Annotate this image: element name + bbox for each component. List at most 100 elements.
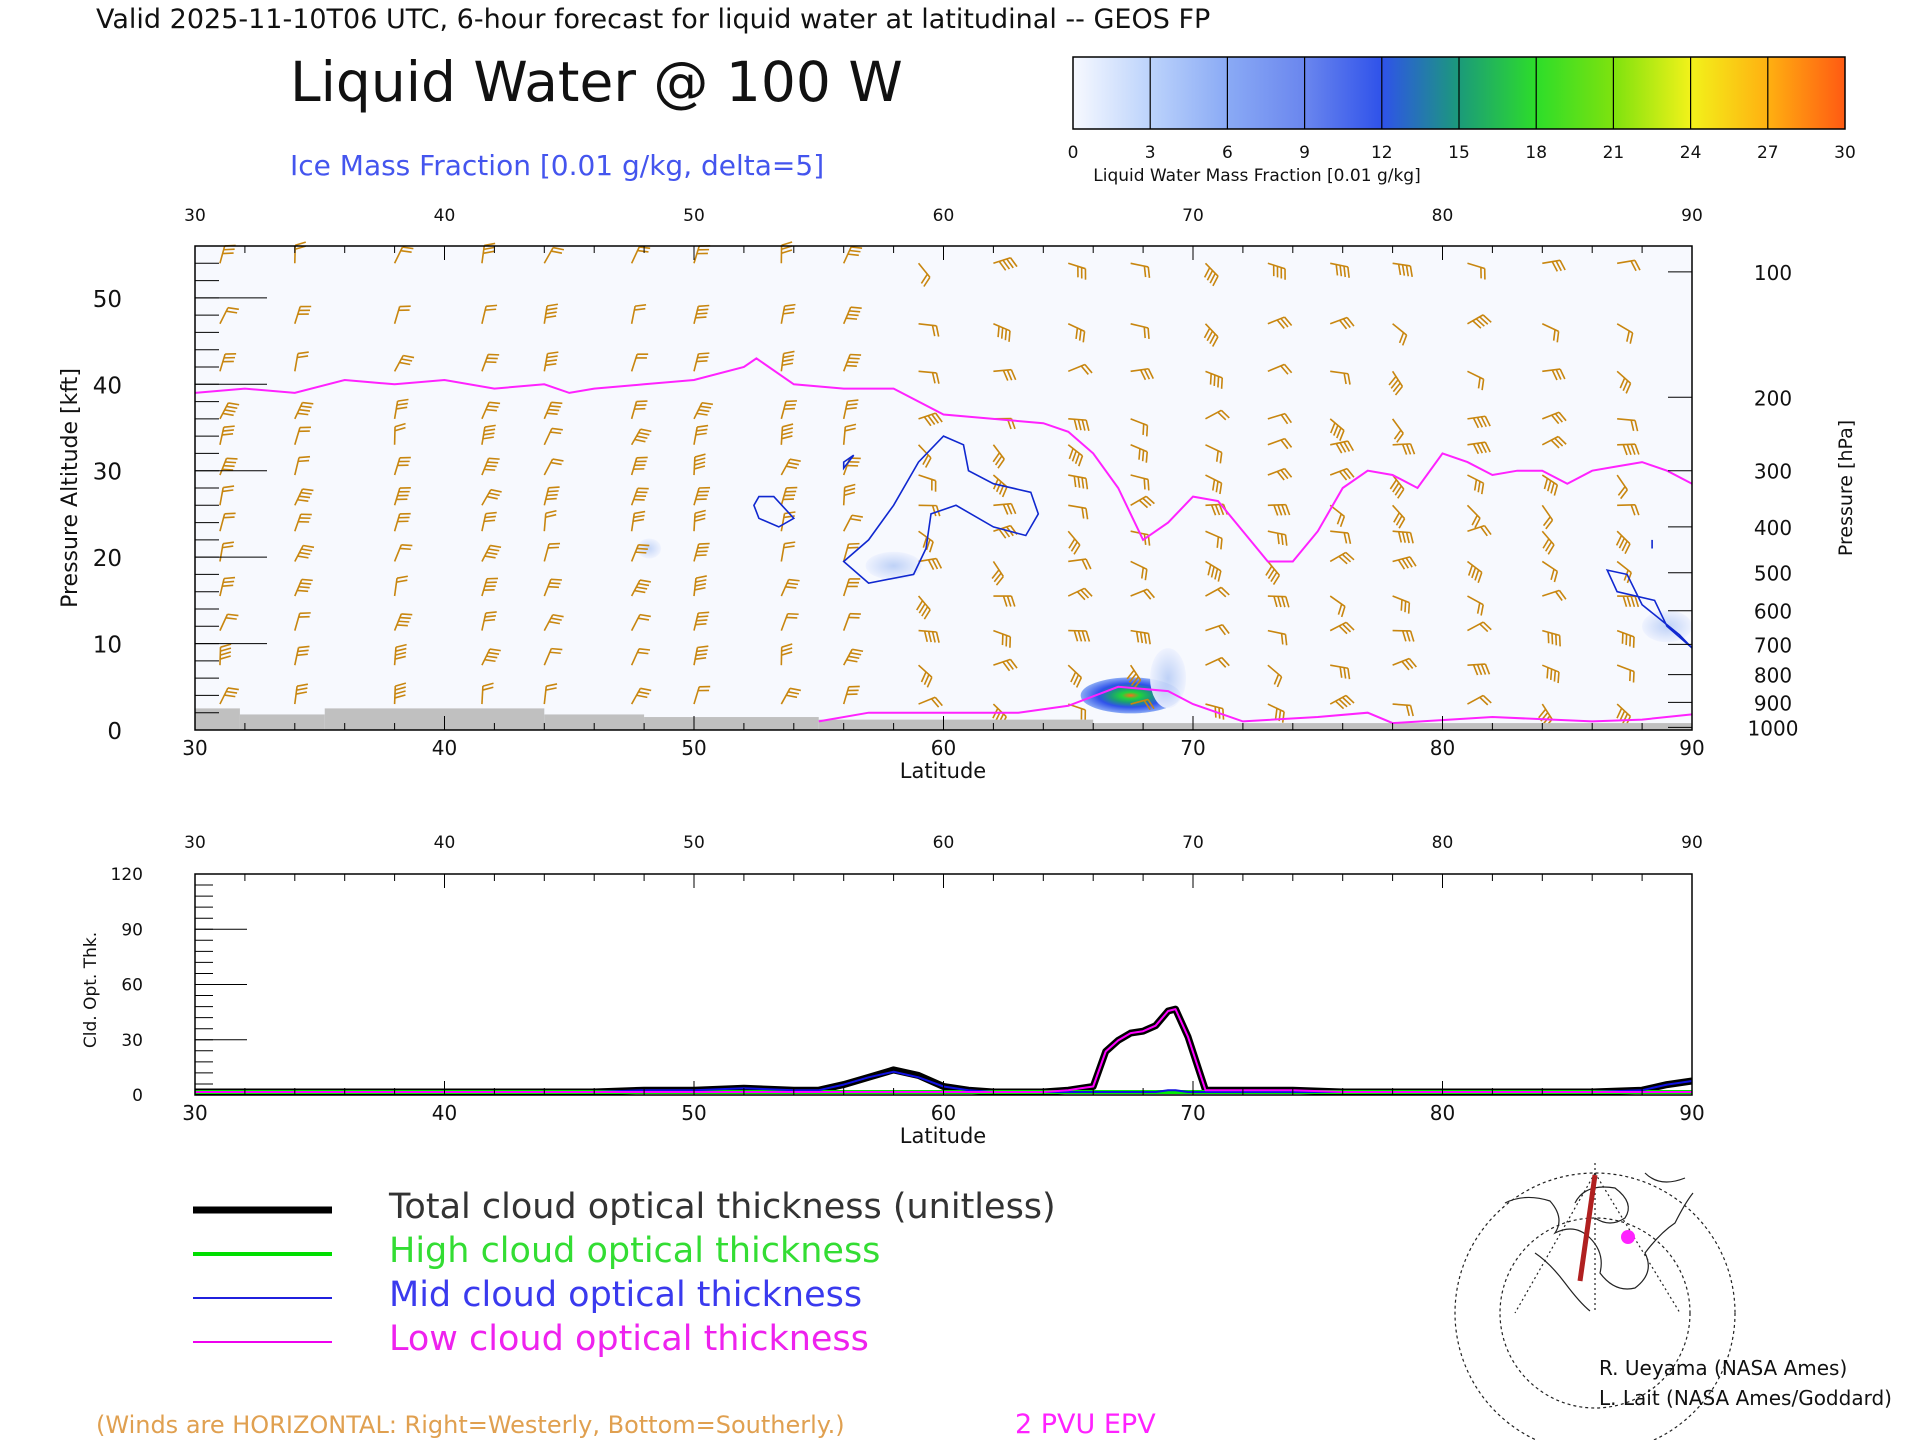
y-tick-label: 90 bbox=[121, 920, 143, 940]
legend-label: Low cloud optical thickness bbox=[389, 1319, 869, 1359]
colorbar: 0 3 6 9 12 15 18 21 24 27 30 bbox=[1068, 56, 1856, 163]
wind-barb bbox=[1329, 418, 1345, 441]
x-tick-label-top: 60 bbox=[933, 833, 955, 853]
wind-barb bbox=[1467, 370, 1485, 391]
wind-barb bbox=[481, 611, 497, 631]
wind-barb bbox=[780, 303, 796, 324]
x-tick-label: 80 bbox=[1430, 1101, 1455, 1125]
wind-barb bbox=[693, 453, 706, 476]
wind-barb bbox=[219, 425, 235, 445]
ice-contour bbox=[753, 495, 796, 528]
wind-barb bbox=[630, 543, 650, 562]
colorbar-tick: 27 bbox=[1757, 143, 1779, 163]
wind-barb bbox=[1068, 504, 1089, 520]
wind-barb bbox=[1205, 474, 1223, 495]
y-tick-label: 120 bbox=[111, 865, 143, 885]
wind-barb bbox=[1205, 656, 1230, 668]
wind-barb bbox=[294, 488, 314, 506]
wind-barb bbox=[294, 683, 309, 705]
wind-barb bbox=[780, 486, 798, 506]
wind-barb bbox=[630, 428, 652, 446]
wind-barb bbox=[918, 530, 934, 553]
wind-barb bbox=[1130, 629, 1151, 645]
wind-barb bbox=[842, 542, 860, 562]
wind-barb bbox=[294, 544, 315, 562]
wind-barb bbox=[992, 444, 1005, 469]
wind-barb bbox=[1466, 560, 1483, 583]
legend: Total cloud optical thickness (unitless)… bbox=[193, 1187, 1056, 1359]
wind-barb bbox=[294, 513, 312, 532]
wind-barb bbox=[918, 629, 940, 643]
wind-barb bbox=[991, 561, 1004, 586]
y-tick-label: 0 bbox=[132, 1086, 143, 1106]
y-tick-label: 40 bbox=[93, 373, 122, 399]
wind-barb bbox=[294, 645, 310, 666]
credit-2: L. Lait (NASA Ames/Goddard) bbox=[1599, 1386, 1892, 1410]
x-tick-label: 70 bbox=[1180, 736, 1205, 760]
wind-barb bbox=[1130, 262, 1151, 278]
optical-thickness-panel: 30 30 40 40 50 50 60 60 70 70 80 80 90 90 0 30 60 90 120 bbox=[111, 833, 1705, 1125]
wind-barb bbox=[219, 457, 238, 476]
valid-line: Valid 2025-11-10T06 UTC, 6-hour forecast… bbox=[96, 4, 1210, 35]
wind-barb bbox=[1542, 629, 1561, 647]
location-marker bbox=[1621, 1230, 1635, 1244]
wind-barb bbox=[1130, 560, 1148, 581]
wind-barb bbox=[842, 399, 859, 420]
wind-barb bbox=[1388, 370, 1404, 396]
colorbar-tick: 0 bbox=[1068, 143, 1079, 163]
wind-barb bbox=[918, 557, 943, 570]
wind-barb bbox=[1617, 595, 1640, 608]
wind-barb bbox=[481, 353, 500, 372]
section-line bbox=[1577, 1174, 1598, 1282]
wind-barb bbox=[1541, 530, 1555, 555]
y-tick-label: 20 bbox=[93, 546, 122, 572]
wind-barb bbox=[1617, 503, 1640, 516]
wind-barb bbox=[294, 455, 311, 476]
wind-barb bbox=[481, 577, 498, 597]
wind-barb bbox=[842, 514, 863, 532]
wind-barb bbox=[393, 613, 413, 631]
wind-barb bbox=[1329, 595, 1346, 618]
wind-barb bbox=[693, 685, 711, 705]
wind-barb bbox=[294, 578, 313, 597]
wind-barb bbox=[842, 612, 861, 631]
wind-barb bbox=[1389, 474, 1405, 499]
wind-barb bbox=[543, 486, 560, 506]
winds-note: (Winds are HORIZONTAL: Right=Westerly, B… bbox=[96, 1411, 845, 1439]
wind-barb bbox=[1466, 504, 1481, 529]
wind-barb bbox=[693, 611, 710, 631]
colorbar-label: Liquid Water Mass Fraction [0.01 g/kg] bbox=[1093, 166, 1420, 186]
wind-barb bbox=[693, 352, 710, 372]
wind-barb bbox=[1067, 444, 1084, 467]
wind-barb bbox=[780, 578, 800, 597]
wind-barb bbox=[1267, 262, 1286, 280]
wind-barb bbox=[993, 629, 1012, 648]
wind-barb bbox=[842, 648, 864, 666]
wind-barb bbox=[1467, 524, 1492, 537]
x-tick-label-top: 90 bbox=[1681, 833, 1703, 853]
wind-barb bbox=[1467, 663, 1491, 676]
colorbar-tick: 15 bbox=[1448, 143, 1470, 163]
wind-barb bbox=[918, 664, 933, 688]
x-tick-label-top: 50 bbox=[683, 833, 705, 853]
wind-barb bbox=[1205, 444, 1223, 464]
wind-barb bbox=[918, 370, 940, 384]
wind-barb bbox=[1616, 474, 1629, 500]
ice-contour bbox=[842, 454, 855, 471]
wind-barb bbox=[780, 612, 799, 631]
pressure-tick-label: 500 bbox=[1754, 562, 1792, 586]
wind-barb bbox=[219, 353, 237, 372]
wind-barb bbox=[1467, 621, 1492, 633]
wind-barb bbox=[1616, 323, 1634, 344]
wind-barb bbox=[219, 512, 236, 532]
wind-barb bbox=[993, 256, 1018, 271]
y-tick-label: 10 bbox=[93, 633, 122, 659]
wind-barb bbox=[393, 543, 413, 562]
x-tick-label-top: 70 bbox=[1182, 833, 1204, 853]
wind-barb bbox=[630, 304, 647, 324]
wind-barb bbox=[1392, 443, 1416, 455]
wind-barb bbox=[1541, 664, 1560, 684]
x-tick-label: 90 bbox=[1679, 736, 1704, 760]
wind-barb bbox=[393, 487, 411, 506]
